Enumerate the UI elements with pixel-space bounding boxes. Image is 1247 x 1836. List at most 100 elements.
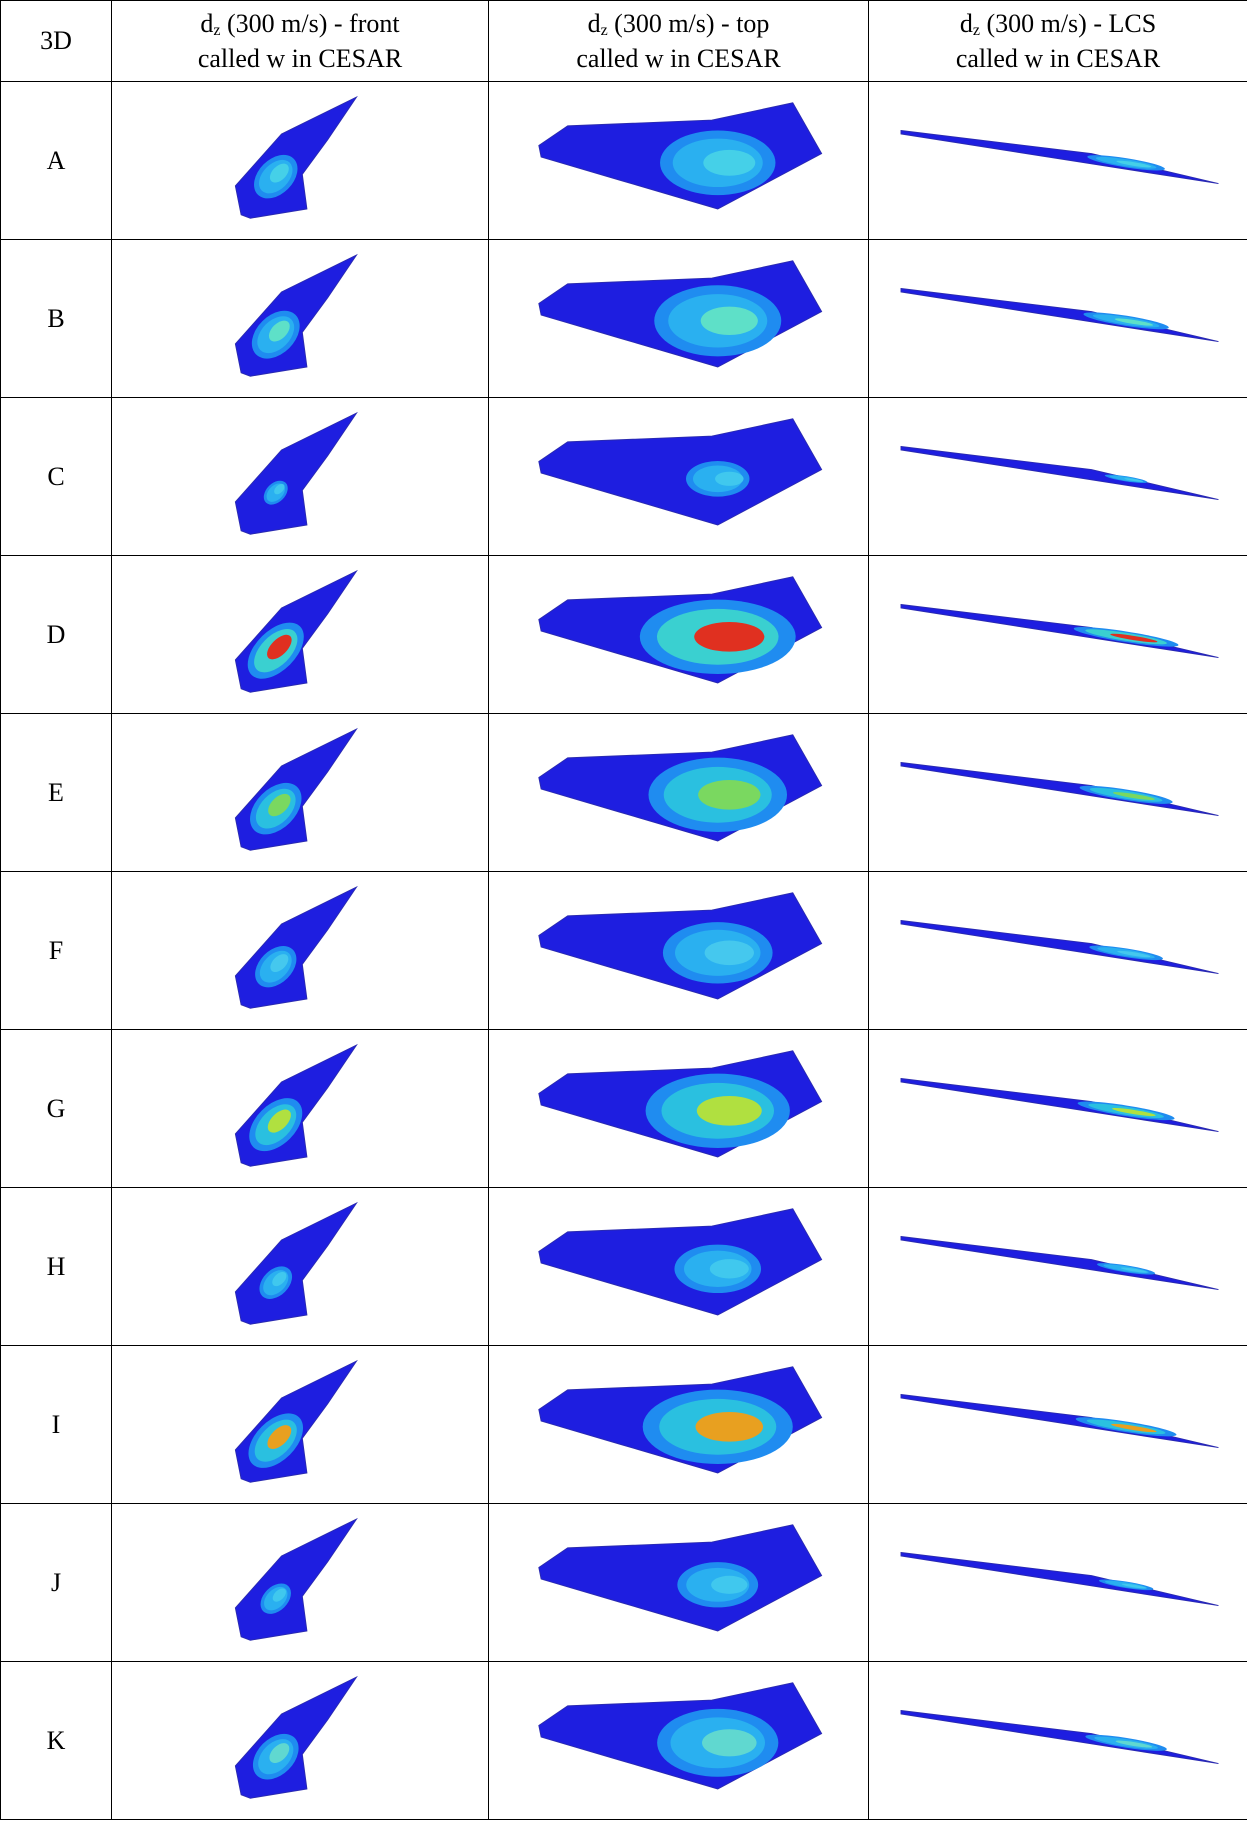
mesh-shape <box>900 1551 1219 1607</box>
body-row: J <box>0 1503 1247 1662</box>
image-cell <box>488 1503 869 1662</box>
image-cell <box>111 1345 489 1504</box>
header-text: (300 m/s) - front <box>220 8 400 38</box>
image-cell <box>868 397 1247 556</box>
contour-blob <box>648 757 788 832</box>
contour-blob <box>1077 1101 1175 1121</box>
contour-core <box>269 1743 290 1763</box>
contour-blob <box>1097 1263 1156 1275</box>
contour-core <box>698 779 761 810</box>
contour-core <box>702 1729 757 1757</box>
mesh-shape <box>234 1675 358 1799</box>
image-cell <box>111 397 489 556</box>
mesh-shape <box>900 1393 1219 1449</box>
contour-blob <box>642 1389 793 1464</box>
contour-image <box>234 1043 358 1167</box>
contour-blob <box>1089 945 1163 961</box>
contour-image <box>538 734 823 842</box>
mesh-shape <box>900 445 1219 501</box>
contour-blob <box>248 1413 304 1468</box>
image-cell <box>488 397 869 556</box>
contour-image <box>234 411 358 535</box>
image-cell <box>488 713 869 872</box>
image-cell <box>488 1187 869 1346</box>
contour-blob <box>251 310 300 359</box>
mesh-shape <box>234 1201 358 1325</box>
contour-core <box>267 634 292 660</box>
contour-blob <box>1087 155 1165 171</box>
contour-image <box>538 892 823 1000</box>
body-row: H <box>0 1187 1247 1346</box>
mesh-shape <box>900 287 1219 343</box>
contour-core <box>1111 1423 1157 1433</box>
contour-core <box>274 483 285 495</box>
contour-image <box>234 1201 358 1325</box>
image-cell <box>111 713 489 872</box>
contour-image <box>234 727 358 851</box>
contour-core <box>703 149 756 176</box>
contour-core <box>1110 633 1158 643</box>
contour-core <box>267 1109 291 1133</box>
body-row: K <box>0 1661 1247 1820</box>
contour-core <box>1112 1107 1156 1117</box>
contour-core <box>1120 1267 1147 1273</box>
mesh-shape <box>900 129 1219 185</box>
contour-core <box>1116 160 1152 168</box>
header-cell: 3D <box>0 0 112 82</box>
header-cell: dz (300 m/s) - LCS called w in CESAR <box>868 0 1247 82</box>
contour-image <box>538 576 823 684</box>
contour-core <box>268 793 291 817</box>
image-cell <box>111 1503 489 1662</box>
mesh-shape <box>234 885 358 1009</box>
contour-blob <box>1073 626 1179 647</box>
image-cell <box>868 555 1247 714</box>
symbol: d <box>587 8 601 38</box>
image-cell <box>868 81 1247 240</box>
image-cell <box>868 1029 1247 1188</box>
body-row: D <box>0 555 1247 714</box>
subscript: z <box>213 21 221 39</box>
image-cell <box>868 1345 1247 1504</box>
row-label: J <box>0 1503 112 1662</box>
contour-core <box>272 1271 287 1287</box>
row-label: A <box>0 81 112 240</box>
contour-core <box>1112 792 1155 800</box>
contour-core <box>269 163 289 183</box>
contour-image <box>538 1208 823 1316</box>
contour-image <box>538 260 823 368</box>
body-row: E <box>0 713 1247 872</box>
contour-image <box>538 1524 823 1632</box>
contour-image <box>900 1551 1219 1607</box>
header-cell: dz (300 m/s) - front called w in CESAR <box>111 0 489 82</box>
image-cell <box>111 81 489 240</box>
image-cell <box>111 1661 489 1820</box>
contour-blob <box>662 922 773 984</box>
contour-blob <box>1085 1734 1167 1751</box>
mesh-shape <box>900 1709 1219 1765</box>
contour-image <box>538 418 823 526</box>
contour-image <box>234 1359 358 1483</box>
image-cell <box>868 1187 1247 1346</box>
image-cell <box>111 239 489 398</box>
contour-image <box>900 919 1219 975</box>
header-line2: called w in CESAR <box>955 43 1161 73</box>
body-row: C <box>0 397 1247 556</box>
contour-blob <box>1098 1579 1154 1591</box>
image-cell <box>868 1503 1247 1662</box>
mesh-shape <box>234 1517 358 1641</box>
contour-image <box>900 1393 1219 1449</box>
image-cell <box>488 81 869 240</box>
header-text: (300 m/s) - top <box>607 8 770 38</box>
contour-blob <box>249 1098 303 1152</box>
contour-image <box>234 1517 358 1641</box>
body-row: B <box>0 239 1247 398</box>
image-cell <box>488 555 869 714</box>
contour-blob <box>259 1266 293 1299</box>
row-label: B <box>0 239 112 398</box>
contour-blob <box>654 285 782 357</box>
contour-core <box>268 320 290 342</box>
header-text: (300 m/s) - LCS <box>979 8 1157 38</box>
body-row: I <box>0 1345 1247 1504</box>
mesh-shape <box>900 1077 1219 1133</box>
image-cell <box>488 1029 869 1188</box>
